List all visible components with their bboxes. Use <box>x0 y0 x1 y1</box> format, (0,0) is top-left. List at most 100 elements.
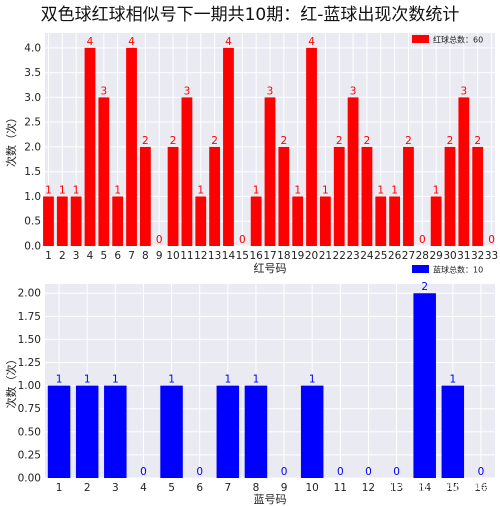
data-label: 0 <box>419 234 426 246</box>
bar <box>333 146 345 246</box>
legend: 红球总数：60 <box>412 35 483 45</box>
x-tick-label: 16 <box>474 482 488 494</box>
x-tick-label: 7 <box>128 250 135 262</box>
legend-label: 蓝球总数：10 <box>433 265 483 275</box>
data-label: 1 <box>59 184 66 196</box>
x-tick-label: 28 <box>416 250 429 262</box>
data-label: 0 <box>196 466 203 478</box>
x-tick-label: 24 <box>360 250 374 262</box>
data-label: 1 <box>322 184 329 196</box>
x-tick-label: 15 <box>446 482 459 494</box>
x-tick-label: 1 <box>45 250 52 262</box>
data-label: 2 <box>421 281 428 293</box>
bar <box>75 385 99 478</box>
bar <box>43 196 54 246</box>
x-tick-label: 11 <box>180 250 193 262</box>
x-tick-label: 5 <box>168 482 175 494</box>
x-tick-label: 12 <box>362 482 375 494</box>
x-tick-label: 26 <box>388 250 402 262</box>
data-label: 1 <box>253 184 260 196</box>
red-ball-chart: 0.00.51.01.52.02.53.03.54.01112134435164… <box>4 33 498 275</box>
bar <box>264 97 276 246</box>
data-label: 1 <box>253 374 260 386</box>
bar <box>300 385 324 478</box>
bar <box>216 385 240 478</box>
x-tick-label: 27 <box>402 250 415 262</box>
y-tick-label: 3.0 <box>24 92 41 104</box>
x-tick-label: 4 <box>140 482 147 494</box>
x-tick-label: 16 <box>249 250 263 262</box>
x-tick-label: 22 <box>333 250 346 262</box>
data-label: 1 <box>197 184 204 196</box>
bar <box>195 196 207 246</box>
x-tick-label: 19 <box>291 250 304 262</box>
x-tick-label: 10 <box>306 482 319 494</box>
bar <box>389 196 401 246</box>
watermark: 知乎 @双色球中彩 <box>385 480 493 496</box>
x-tick-label: 6 <box>196 482 203 494</box>
bar <box>292 196 304 246</box>
bar <box>160 385 183 478</box>
data-label: 1 <box>377 184 384 196</box>
data-label: 1 <box>56 374 63 386</box>
bar <box>250 196 262 246</box>
bar <box>441 385 465 478</box>
data-label: 1 <box>45 184 52 196</box>
bar <box>112 196 124 246</box>
data-label: 0 <box>281 466 288 478</box>
bar <box>403 146 414 246</box>
x-tick-label: 11 <box>334 482 347 494</box>
bar <box>444 146 456 246</box>
data-label: 1 <box>84 374 91 386</box>
y-tick-label: 1.25 <box>18 357 41 369</box>
x-tick-label: 25 <box>374 250 387 262</box>
y-tick-label: 0.25 <box>18 449 41 461</box>
x-tick-label: 3 <box>73 250 80 262</box>
y-tick-label: 0.00 <box>18 473 41 485</box>
data-label: 0 <box>478 466 485 478</box>
y-tick-label: 0.5 <box>24 216 41 228</box>
data-label: 0 <box>488 234 495 246</box>
x-tick-label: 2 <box>59 250 66 262</box>
x-tick-label: 33 <box>485 250 498 262</box>
y-tick-label: 1.00 <box>18 380 41 392</box>
data-label: 2 <box>142 135 149 147</box>
data-label: 3 <box>101 85 108 97</box>
bar <box>139 146 151 246</box>
x-tick-label: 21 <box>319 250 332 262</box>
bar <box>361 146 373 246</box>
y-tick-label: 3.5 <box>24 67 41 79</box>
x-tick-label: 4 <box>87 250 94 262</box>
legend-swatch <box>412 265 429 273</box>
data-label: 0 <box>140 466 147 478</box>
x-tick-label: 8 <box>253 482 260 494</box>
x-tick-label: 8 <box>142 250 149 262</box>
data-label: 0 <box>156 234 163 246</box>
y-tick-label: 0.0 <box>24 241 41 253</box>
bar <box>84 47 96 246</box>
x-tick-label: 29 <box>429 250 442 262</box>
bar <box>413 293 436 478</box>
data-label: 1 <box>114 184 121 196</box>
x-tick-label: 9 <box>156 250 163 262</box>
bar <box>347 97 359 246</box>
legend-swatch <box>412 35 429 43</box>
bar <box>181 97 193 246</box>
data-label: 0 <box>239 234 246 246</box>
x-tick-label: 6 <box>114 250 121 262</box>
x-tick-label: 14 <box>418 482 432 494</box>
data-label: 3 <box>184 85 191 97</box>
bar <box>319 196 331 246</box>
data-label: 2 <box>364 135 371 147</box>
data-label: 0 <box>365 466 372 478</box>
y-tick-label: 1.50 <box>18 334 41 346</box>
data-label: 1 <box>73 184 80 196</box>
y-tick-label: 2.5 <box>24 117 41 129</box>
data-label: 1 <box>112 374 119 386</box>
x-tick-label: 15 <box>236 250 249 262</box>
data-label: 3 <box>461 85 468 97</box>
bar <box>278 146 290 246</box>
bar <box>472 146 484 246</box>
